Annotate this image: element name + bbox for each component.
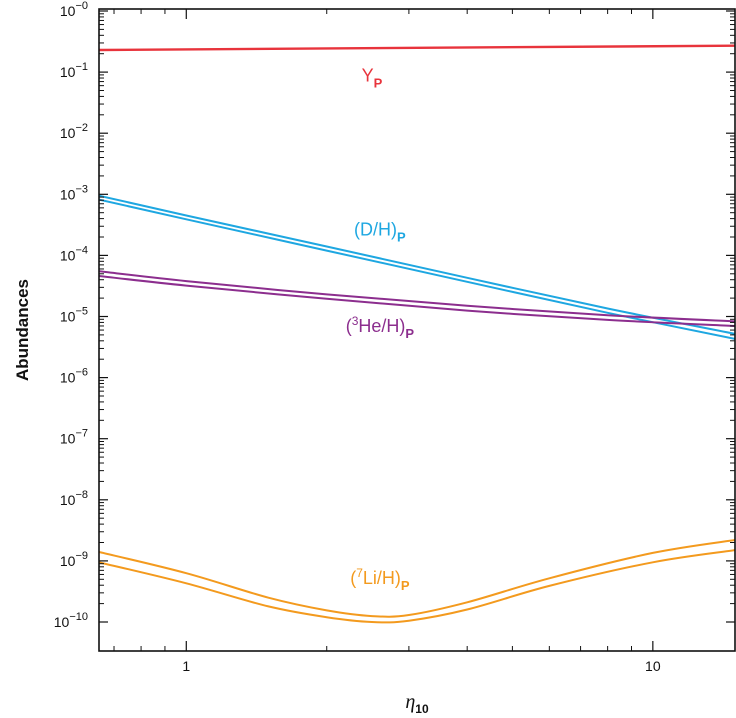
series-label: YP xyxy=(362,66,383,91)
series-label: (D/H)P xyxy=(354,220,406,245)
y-tick-label: 10−1 xyxy=(60,61,88,80)
y-tick-label: 10−7 xyxy=(60,428,88,447)
y-tick-label: 10−2 xyxy=(60,122,88,141)
y-tick-label: 10−9 xyxy=(60,550,88,569)
x-axis-label-sub: 10 xyxy=(415,702,429,716)
tick-labels-layer: 10−0 10−1 10−2 10−3 10−4 10−5 10−6 10−7 10−8 10−9… xyxy=(54,0,661,674)
series-line-upper xyxy=(99,194,735,335)
y-axis-label: Abundances xyxy=(13,279,32,381)
x-axis-label-main: η xyxy=(405,691,415,713)
series-label: (7Li/H)P xyxy=(350,566,410,593)
series-line-lower xyxy=(99,275,735,327)
plot-frame xyxy=(98,8,736,652)
curves-layer xyxy=(99,44,735,624)
series-line-upper xyxy=(99,44,735,52)
x-axis-label: η10 xyxy=(405,691,429,716)
series-line-lower xyxy=(99,198,735,340)
y-tick-label: 10−6 xyxy=(60,367,88,386)
y-tick-label: 10−0 xyxy=(60,0,88,19)
x-tick-label: 1 xyxy=(182,658,190,674)
y-tick-label: 10−4 xyxy=(60,244,88,263)
y-tick-label: 10−10 xyxy=(54,611,88,630)
x-tick-label: 10 xyxy=(645,658,661,674)
y-tick-label: 10−3 xyxy=(60,183,88,202)
series-line-upper xyxy=(99,539,735,618)
y-tick-label: 10−5 xyxy=(60,306,88,325)
y-tick-label: 10−8 xyxy=(60,489,88,508)
series-label: (3He/H)P xyxy=(346,314,415,341)
curve-labels-layer: YP (D/H)P (3He/H)P (7Li/H)P xyxy=(346,66,415,593)
ticks-layer xyxy=(99,9,735,651)
series-line-upper xyxy=(99,270,735,323)
series-group xyxy=(99,44,735,624)
series-line-lower xyxy=(99,549,735,624)
